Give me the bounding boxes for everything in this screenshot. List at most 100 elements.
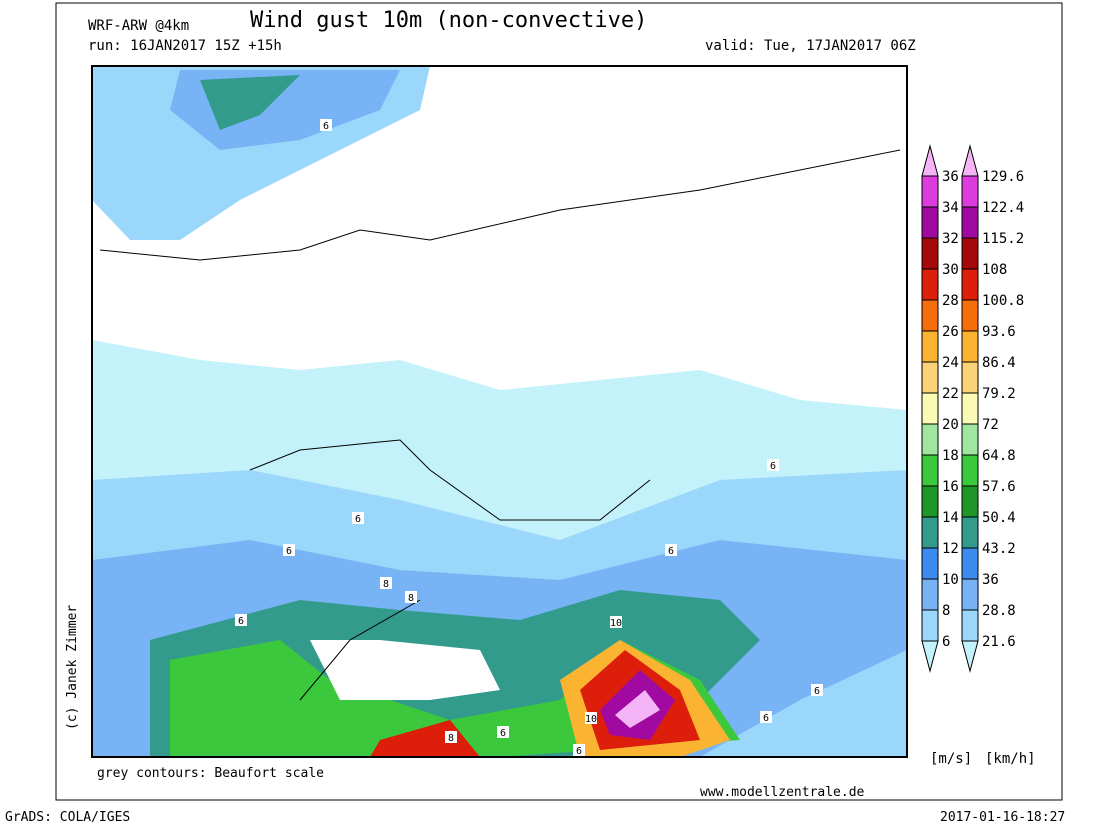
sea-gust <box>200 75 300 130</box>
color-box <box>961 268 979 301</box>
website: www.modellzentrale.de <box>700 785 865 800</box>
contour-label-bg <box>760 711 772 723</box>
colorbar-label: 86.4 <box>982 355 1016 371</box>
contour-label-bg <box>235 614 247 626</box>
color-box <box>921 268 939 301</box>
contour-label-bg <box>405 591 417 603</box>
colorbar-label: 30 <box>942 262 959 278</box>
map-border <box>91 65 908 758</box>
copyright: (c) Janek Zimmer <box>65 605 80 730</box>
colorbar-label: 26 <box>942 324 959 340</box>
contour-label: 6 <box>238 616 244 627</box>
contour-label: 10 <box>585 714 597 725</box>
colorbar-label: 57.6 <box>982 479 1016 495</box>
colorbar-label: 129.6 <box>982 169 1024 185</box>
contour-label: 6 <box>814 686 820 697</box>
colorbar-label: 28 <box>942 293 959 309</box>
color-box <box>961 361 979 394</box>
color-box <box>961 423 979 456</box>
color-box <box>961 330 979 363</box>
calm-area <box>310 640 500 700</box>
contour-label-bg <box>585 712 597 724</box>
color-box <box>961 144 979 177</box>
colorbar-label: 36 <box>982 572 999 588</box>
color-box <box>921 361 939 394</box>
contour-label: 6 <box>576 746 582 757</box>
unit-kmh: [km/h] <box>985 751 1036 767</box>
colorbar-label: 36 <box>942 169 959 185</box>
border-line <box>99 149 901 701</box>
color-box <box>961 578 979 611</box>
colorbar-label: 93.6 <box>982 324 1016 340</box>
land-gust <box>615 690 660 728</box>
contour-label-bg <box>610 616 622 628</box>
contour-label: 10 <box>610 618 622 629</box>
map <box>91 65 908 758</box>
colorbar-label: 79.2 <box>982 386 1016 402</box>
colorbar-label: 24 <box>942 355 959 371</box>
contour-label-bg <box>767 459 779 471</box>
contour-label-bg <box>497 726 509 738</box>
colorbar-label: 22 <box>942 386 959 402</box>
run-label: run: 16JAN2017 15Z +15h <box>88 38 282 54</box>
color-box <box>961 237 979 270</box>
color-box <box>921 237 939 270</box>
contour-label-bg <box>352 512 364 524</box>
colorbar-label: 18 <box>942 448 959 464</box>
colorbar-label: 72 <box>982 417 999 433</box>
color-box <box>961 299 979 332</box>
colorbar-label: 108 <box>982 262 1007 278</box>
colorbar: 6 8 10 12 14 16 18 20 22 24 26 28 30 32 34 36 21.6 28.8 36… <box>921 144 1024 673</box>
contour-label: 8 <box>383 579 389 590</box>
color-box <box>921 516 939 549</box>
unit-ms: [m/s] <box>930 751 972 767</box>
color-box <box>921 175 939 208</box>
software: GrADS: COLA/IGES <box>5 810 130 825</box>
colorbar-label: 16 <box>942 479 959 495</box>
color-box <box>961 609 979 642</box>
timestamp: 2017-01-16-18:27 <box>940 810 1065 825</box>
color-box <box>921 547 939 580</box>
frame <box>55 2 1063 801</box>
footer-note: grey contours: Beaufort scale <box>97 766 324 781</box>
contour-labels: 6 6 6 6 6 8 8 6 10 10 8 6 6 6 6 <box>235 119 823 757</box>
color-box <box>921 206 939 239</box>
contour-label-bg <box>573 744 585 756</box>
contour-label-bg <box>320 119 332 131</box>
contour-label: 6 <box>668 546 674 557</box>
colorbar-label: 64.8 <box>982 448 1016 464</box>
color-box <box>961 206 979 239</box>
colorbar-label: 50.4 <box>982 510 1016 526</box>
colorbar-label: 8 <box>942 603 950 619</box>
color-box <box>921 578 939 611</box>
contour-label-bg <box>665 544 677 556</box>
colorbar-label: 10 <box>942 572 959 588</box>
colorbar-label: 34 <box>942 200 959 216</box>
contour-label-bg <box>811 684 823 696</box>
color-box <box>921 423 939 456</box>
contour-label-bg <box>283 544 295 556</box>
title: Wind gust 10m (non-convective) <box>250 8 647 33</box>
color-box <box>921 485 939 518</box>
colorbar-label: 14 <box>942 510 959 526</box>
color-box <box>921 330 939 363</box>
colorbar-label: 32 <box>942 231 959 247</box>
model-label: WRF-ARW @4km <box>88 18 189 34</box>
contour-label: 6 <box>323 121 329 132</box>
color-box <box>961 516 979 549</box>
contour-label: 6 <box>500 728 506 739</box>
color-box <box>921 609 939 642</box>
contour-label: 6 <box>286 546 292 557</box>
color-box <box>921 454 939 487</box>
contour-label: 6 <box>763 713 769 724</box>
color-box <box>921 299 939 332</box>
color-box <box>961 175 979 208</box>
colorbar-label: 21.6 <box>982 634 1016 650</box>
color-box <box>961 392 979 425</box>
colorbar-label: 20 <box>942 417 959 433</box>
contour-label-bg <box>445 731 457 743</box>
contour-label: 6 <box>355 514 361 525</box>
valid-label: valid: Tue, 17JAN2017 06Z <box>705 38 916 54</box>
colorbar-label: 122.4 <box>982 200 1024 216</box>
